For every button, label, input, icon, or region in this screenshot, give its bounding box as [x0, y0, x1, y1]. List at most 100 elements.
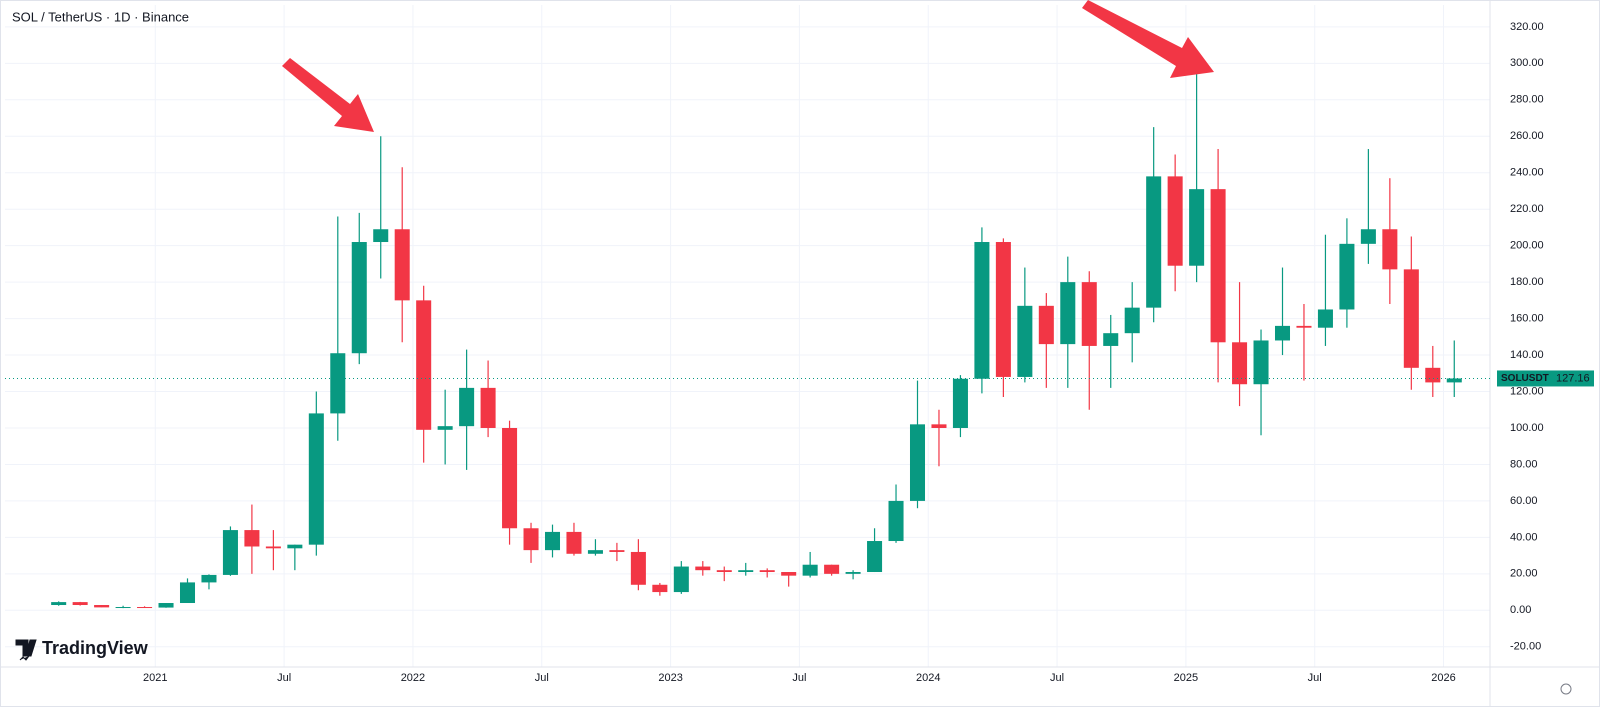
y-tick-label: 20.00: [1510, 568, 1538, 580]
candle-body: [995, 242, 1011, 377]
y-tick-label: 140.00: [1510, 349, 1544, 361]
y-tick-label: 120.00: [1510, 385, 1544, 397]
candle-body: [373, 229, 389, 243]
candle-body: [931, 424, 947, 428]
candle-body: [1060, 282, 1076, 345]
candle-body: [1103, 333, 1119, 346]
candle-body: [330, 353, 346, 414]
candle-body: [115, 607, 131, 609]
candle-body: [909, 424, 926, 501]
y-tick-label: 320.00: [1510, 21, 1544, 33]
candle-body: [1017, 305, 1033, 377]
y-tick-label: 160.00: [1510, 312, 1544, 324]
settings-icon[interactable]: [1560, 683, 1572, 695]
x-tick-label: 2024: [916, 672, 940, 684]
candle-body: [824, 564, 840, 574]
candle-body: [437, 426, 453, 430]
brand-name: TradingView: [42, 638, 149, 658]
candle-body: [1167, 176, 1183, 266]
candle-body: [201, 574, 217, 583]
annotation-arrow: [1082, 0, 1214, 78]
chart-title: SOL / TetherUS · 1D · Binance: [12, 9, 189, 24]
candle-body: [1081, 282, 1097, 346]
x-tick-label: 2026: [1431, 672, 1455, 684]
y-tick-label: 80.00: [1510, 458, 1538, 470]
candle-body: [587, 550, 603, 554]
candle-body: [1210, 189, 1226, 343]
candle-body: [716, 570, 732, 573]
x-tick-label: Jul: [792, 672, 806, 684]
annotation-arrow: [282, 58, 374, 132]
candle-body: [1382, 229, 1398, 270]
candle-body: [502, 427, 518, 529]
x-tick-label: Jul: [277, 672, 291, 684]
candle-body: [480, 387, 496, 428]
y-tick-label: 100.00: [1510, 422, 1544, 434]
y-tick-label: 0.00: [1510, 604, 1531, 616]
grid: [5, 5, 1490, 667]
candle-body: [1425, 367, 1441, 383]
candle-body: [1146, 176, 1162, 308]
x-tick-label: Jul: [1050, 672, 1064, 684]
candle-body: [802, 564, 818, 576]
candle-body: [1339, 243, 1355, 310]
candle-body: [158, 603, 174, 608]
candle-body: [51, 602, 67, 606]
candle-body: [308, 413, 324, 545]
candle-body: [845, 572, 861, 574]
price-tag: [1497, 370, 1594, 387]
candle-body: [1189, 189, 1205, 266]
candle-body: [1038, 305, 1054, 345]
brand-logo: [15, 639, 37, 661]
candle-body: [265, 546, 281, 549]
candle-body: [673, 566, 689, 593]
candle-body: [1317, 309, 1333, 328]
candle-body: [952, 378, 968, 428]
candle-body: [94, 605, 110, 608]
candle-body: [287, 544, 303, 549]
x-tick-label: 2021: [143, 672, 167, 684]
candle-body: [1403, 269, 1419, 368]
candle-body: [738, 570, 754, 573]
candle-body: [781, 572, 797, 576]
y-tick-label: 260.00: [1510, 130, 1544, 142]
y-tick-label: 180.00: [1510, 276, 1544, 288]
candle-body: [867, 541, 883, 573]
candle-body: [888, 500, 904, 542]
candle-body: [72, 602, 88, 606]
candle-body: [1232, 342, 1248, 385]
candle-body: [1296, 325, 1312, 328]
candles: [51, 72, 1462, 609]
candle-body: [630, 551, 646, 585]
y-tick-label: 200.00: [1510, 240, 1544, 252]
candle-body: [394, 229, 410, 301]
candle-body: [179, 582, 196, 604]
y-tick-label: 40.00: [1510, 531, 1538, 543]
candle-body: [244, 530, 260, 547]
candle-body: [566, 531, 582, 554]
candle-body: [351, 242, 367, 354]
candle-body: [459, 387, 475, 427]
y-tick-label: 240.00: [1510, 167, 1544, 179]
x-tick-label: Jul: [1308, 672, 1322, 684]
candle-body: [695, 566, 711, 571]
x-tick-label: 2022: [401, 672, 425, 684]
candle-body: [222, 530, 238, 575]
x-tick-label: Jul: [535, 672, 549, 684]
price-tag-value: 127.16: [1556, 372, 1590, 384]
y-tick-label: 300.00: [1510, 57, 1544, 69]
candle-body: [1253, 340, 1269, 385]
y-tick-label: 60.00: [1510, 495, 1538, 507]
candle-body: [544, 531, 561, 551]
candle-body: [1274, 325, 1291, 341]
y-tick-label: 280.00: [1510, 94, 1544, 106]
y-tick-label: 220.00: [1510, 203, 1544, 215]
y-tick-label: -20.00: [1510, 641, 1541, 653]
candle-body: [759, 570, 775, 573]
candle-body: [1446, 378, 1462, 383]
candle-body: [609, 550, 625, 552]
candle-body: [416, 300, 432, 430]
